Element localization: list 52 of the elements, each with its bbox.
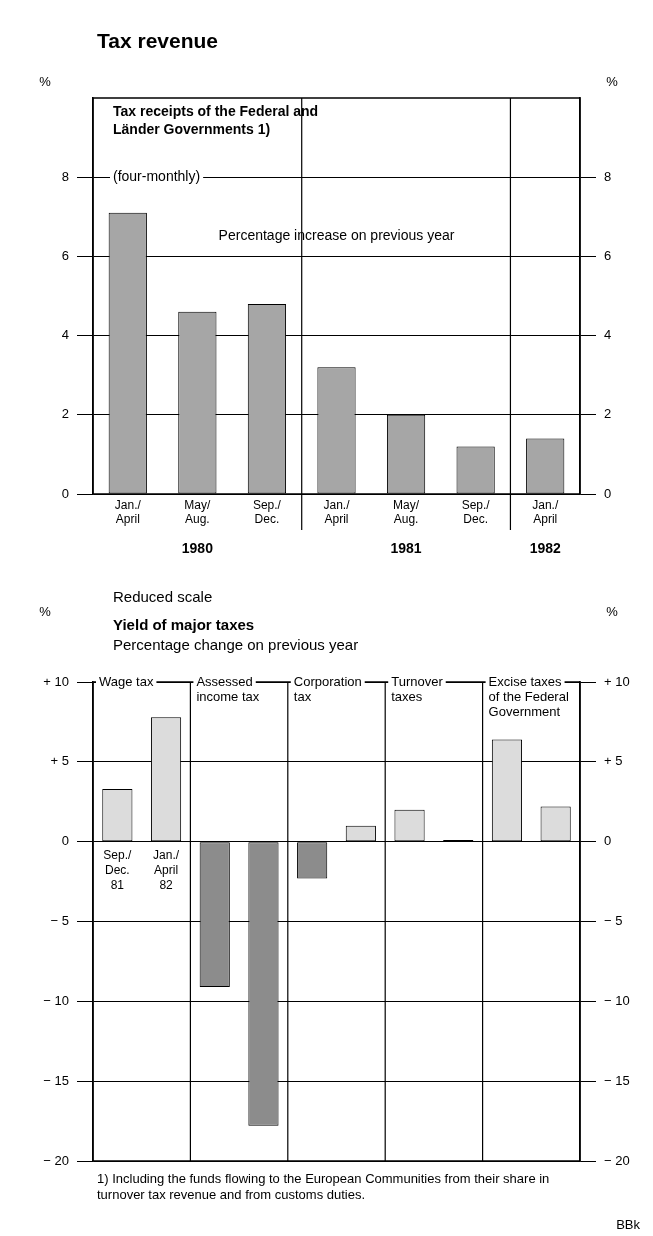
y-axis-title: % [39, 73, 52, 89]
text: 1) Including the funds flowing to the European Communities from their share in turnover tax revenue and from customs duties. [97, 1171, 550, 1202]
annotation: Turnover taxes [391, 673, 444, 704]
x-tick-label: Jan./ April 82 [153, 847, 180, 892]
text: 1981 [390, 539, 422, 556]
y2-tick-label: 4 [604, 327, 612, 343]
x-tick-label: May/ Aug. [393, 497, 420, 526]
y-tick-label: 8 [61, 168, 69, 184]
y2-axis-title: % [606, 73, 619, 89]
y2-tick-label: + 5 [604, 753, 623, 769]
y-tick-label: 6 [61, 247, 69, 263]
text: 1982 [529, 539, 561, 556]
y2-tick-label: 8 [604, 168, 612, 184]
x-tick-label: Jan./ April [323, 497, 351, 526]
y2-axis-title: % [606, 603, 619, 619]
y2-tick-label: 6 [604, 247, 612, 263]
text: Reduced scale [113, 588, 213, 605]
y2-tick-label: 2 [604, 406, 612, 422]
y2-tick-label: 0 [604, 833, 612, 849]
chart-subtitle: Percentage change on previous year [113, 636, 359, 653]
y-tick-label: − 20 [43, 1152, 69, 1168]
x-tick-label: May/ Aug. [184, 497, 212, 526]
y-axis-title: % [39, 603, 52, 619]
annotation: Wage tax [99, 673, 154, 689]
y-tick-label: 0 [61, 485, 69, 501]
y-tick-label: + 10 [43, 673, 69, 689]
y-tick-label: − 5 [50, 913, 69, 929]
annotation: Corporation tax [293, 673, 362, 704]
annotation: Excise taxes of the Federal Government [488, 673, 569, 719]
y-tick-label: 4 [61, 327, 69, 343]
y2-tick-label: − 5 [604, 913, 623, 929]
y-tick-label: − 10 [43, 992, 69, 1008]
y2-tick-label: − 20 [604, 1152, 630, 1168]
x-tick-label: Jan./ April [532, 497, 559, 526]
annotation: (four-monthly) [113, 168, 201, 185]
y2-tick-label: − 15 [604, 1072, 630, 1088]
text: 1980 [181, 539, 214, 556]
y2-tick-label: + 10 [604, 673, 630, 689]
chart-title: Yield of major taxes [113, 616, 255, 633]
y2-tick-label: − 10 [604, 992, 630, 1008]
y-tick-label: 0 [61, 833, 69, 849]
x-tick-label: Sep./ Dec. 81 [103, 847, 133, 892]
x-tick-label: Sep./ Dec. [252, 497, 282, 526]
x-tick-label: Sep./ Dec. [461, 497, 491, 526]
y-tick-label: − 15 [43, 1072, 69, 1088]
annotation: Assessed income tax [196, 673, 260, 704]
text: BBk [616, 1217, 641, 1232]
y-tick-label: + 5 [50, 753, 69, 769]
chart-title: Tax revenue [97, 29, 219, 52]
y-tick-label: 2 [61, 406, 69, 422]
y2-tick-label: 0 [604, 485, 612, 501]
x-tick-label: Jan./ April [114, 497, 142, 526]
